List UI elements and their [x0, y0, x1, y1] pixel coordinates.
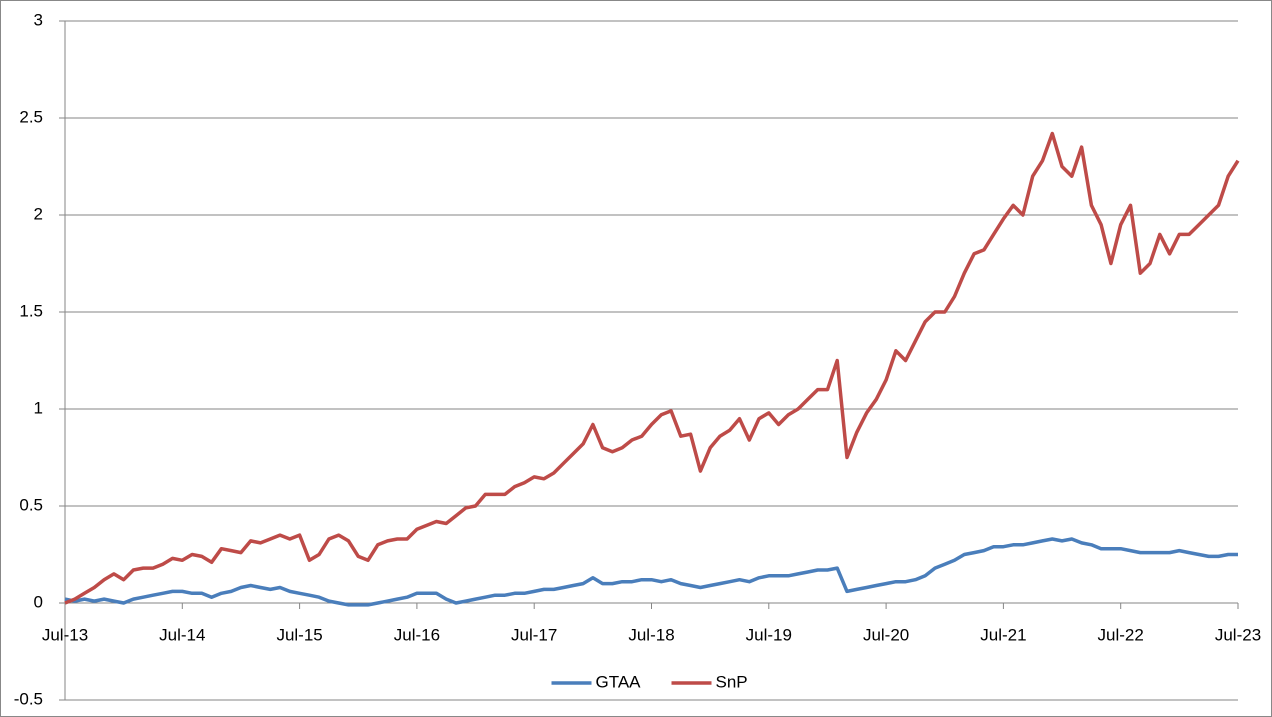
line-series — [64, 131, 1240, 605]
x-tick-label: Jul-16 — [394, 625, 440, 644]
x-tick-label: Jul-21 — [980, 625, 1026, 644]
y-tick-label: -0.5 — [14, 689, 43, 708]
y-tick-label: 1.5 — [19, 301, 43, 320]
y-tick-label: 0 — [34, 592, 43, 611]
x-tick-label: Jul-17 — [511, 625, 557, 644]
x-tick-label: Jul-18 — [628, 625, 674, 644]
x-tick-label: Jul-20 — [863, 625, 909, 644]
x-tick-label: Jul-22 — [1098, 625, 1144, 644]
y-tick-label: 2.5 — [19, 107, 43, 126]
y-tick-label: 2 — [34, 204, 43, 223]
x-tick-label: Jul-15 — [276, 625, 322, 644]
x-tick-label: Jul-13 — [42, 625, 88, 644]
x-tick-label: Jul-23 — [1215, 625, 1261, 644]
y-tick-label: 0.5 — [19, 495, 43, 514]
line-series — [64, 537, 1238, 607]
x-tick-label: Jul-14 — [159, 625, 205, 644]
legend-label: SnP — [716, 672, 748, 691]
y-tick-label: 1 — [34, 398, 43, 417]
legend-label: GTAA — [596, 672, 642, 691]
y-tick-label: 3 — [34, 10, 43, 29]
x-tick-label: Jul-19 — [746, 625, 792, 644]
